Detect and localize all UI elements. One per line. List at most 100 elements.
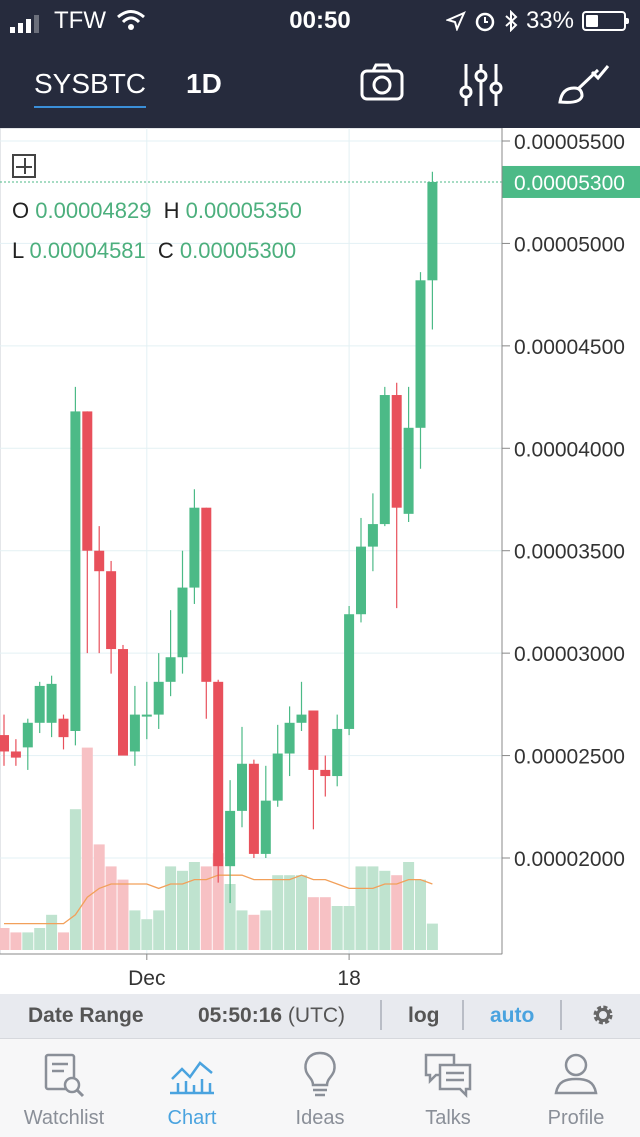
candle-body (225, 810, 236, 867)
candle-body (427, 181, 438, 281)
location-arrow-icon (445, 11, 466, 31)
open-value: 0.00004829 (35, 198, 152, 223)
price-axis-label: 0.00003500 (514, 541, 625, 564)
candle-body (141, 714, 152, 717)
candle-body (272, 753, 283, 801)
volume-bar (236, 910, 248, 950)
volume-bar (117, 879, 129, 950)
interval-selector[interactable]: 1D (186, 68, 222, 99)
watchlist-icon (44, 1053, 85, 1098)
open-label: O (12, 198, 30, 223)
candle-body (153, 681, 164, 715)
volume-bar (403, 862, 415, 950)
log-scale-toggle[interactable]: log (408, 1004, 440, 1027)
candle-body (201, 507, 212, 682)
volume-bar (93, 844, 105, 950)
price-axis-label: 0.00003000 (514, 643, 625, 666)
volume-bar (248, 914, 260, 950)
candle-body (367, 524, 378, 547)
candle-body (118, 649, 128, 756)
close-label: C (157, 238, 174, 263)
volume-bar (10, 932, 22, 950)
volume-bar (212, 853, 224, 950)
battery-icon (582, 11, 629, 31)
chart-icon (170, 1061, 214, 1095)
volume-bar (34, 928, 46, 950)
candle-body (10, 751, 21, 758)
candle-body (165, 657, 176, 682)
crosshair-toggle-icon[interactable] (12, 154, 36, 178)
candle-body (82, 411, 93, 551)
ohlc-row-low-close: L 0.00004581 C 0.00005300 (12, 238, 296, 264)
time-axis-label: Dec (128, 967, 165, 990)
candle-body (260, 800, 271, 854)
candle-body (379, 395, 390, 525)
price-axis-label: 0.00004000 (514, 438, 625, 461)
indicators-icon[interactable] (458, 62, 504, 113)
candle-body (189, 507, 200, 588)
ohlc-row-open-high: O 0.00004829 H 0.00005350 (12, 198, 302, 224)
volume-bar (141, 919, 153, 950)
wifi-icon (116, 9, 146, 38)
divider (560, 1000, 562, 1030)
carrier-name: TFW (54, 7, 106, 34)
lightbulb-icon (304, 1051, 336, 1097)
volume-bar (391, 875, 403, 950)
candlestick-chart[interactable]: 0.00005500 0.00005000 0.00004500 0.00004000… (0, 128, 640, 994)
volume-bar (343, 906, 355, 950)
volume-bar (284, 875, 296, 950)
high-value: 0.00005350 (185, 198, 302, 223)
divider (462, 1000, 464, 1030)
volume-bar (69, 809, 81, 950)
volume-bar (81, 747, 93, 950)
candle-body (296, 714, 307, 723)
volume-bar (177, 870, 188, 950)
time-axis-label: 18 (337, 967, 360, 990)
symbol-selector[interactable]: SYSBTC (34, 68, 147, 108)
volume-bar (355, 866, 367, 950)
candle-body (237, 763, 247, 811)
tab-ideas[interactable]: Ideas (256, 1039, 384, 1137)
tab-profile[interactable]: Profile (512, 1039, 640, 1137)
camera-icon[interactable] (360, 62, 404, 107)
tab-talks[interactable]: Talks (384, 1039, 512, 1137)
volume-bar (367, 866, 379, 950)
candle-body (22, 722, 33, 748)
volume-bar (129, 910, 141, 950)
status-bar: TFW 00:50 33% (0, 0, 640, 40)
candle-body (70, 411, 81, 731)
candle-body (94, 550, 105, 572)
battery-percent: 33% (525, 7, 574, 34)
candle-body (129, 714, 140, 752)
price-axis-label: 0.00005500 (514, 131, 625, 154)
candle-body (391, 395, 402, 508)
utc-clock[interactable]: 05:50:16 (UTC) (198, 1004, 345, 1028)
drawing-brush-icon[interactable] (556, 62, 610, 111)
volume-bar (22, 932, 34, 950)
volume-bar (224, 884, 236, 950)
current-price-badge (502, 165, 640, 198)
divider (380, 1000, 382, 1030)
user-icon (554, 1053, 598, 1095)
bottom-tab-bar: Watchlist Chart Ideas Talks (0, 1038, 640, 1137)
price-axis-label: 0.00002000 (514, 848, 625, 871)
chart-header: SYSBTC 1D (0, 40, 640, 128)
candle-body (213, 681, 224, 867)
candle-body (248, 763, 259, 854)
candle-body (58, 718, 69, 738)
tab-label: Watchlist (23, 1107, 105, 1129)
tab-chart[interactable]: Chart (128, 1039, 256, 1137)
candle-body (46, 683, 57, 723)
tab-label: Ideas (295, 1107, 345, 1129)
high-label: H (163, 198, 180, 223)
candle-body (34, 685, 45, 723)
date-range-button[interactable]: Date Range (28, 1004, 144, 1027)
gear-icon[interactable] (590, 1002, 616, 1034)
auto-scale-toggle[interactable]: auto (490, 1004, 535, 1027)
volume-bar (260, 910, 272, 950)
tab-label: Chart (167, 1107, 217, 1129)
volume-bar (0, 928, 10, 950)
tab-label: Talks (425, 1107, 471, 1129)
chart-area[interactable]: 0.00005500 0.00005000 0.00004500 0.00004000… (0, 128, 640, 994)
tab-watchlist[interactable]: Watchlist (0, 1039, 128, 1137)
